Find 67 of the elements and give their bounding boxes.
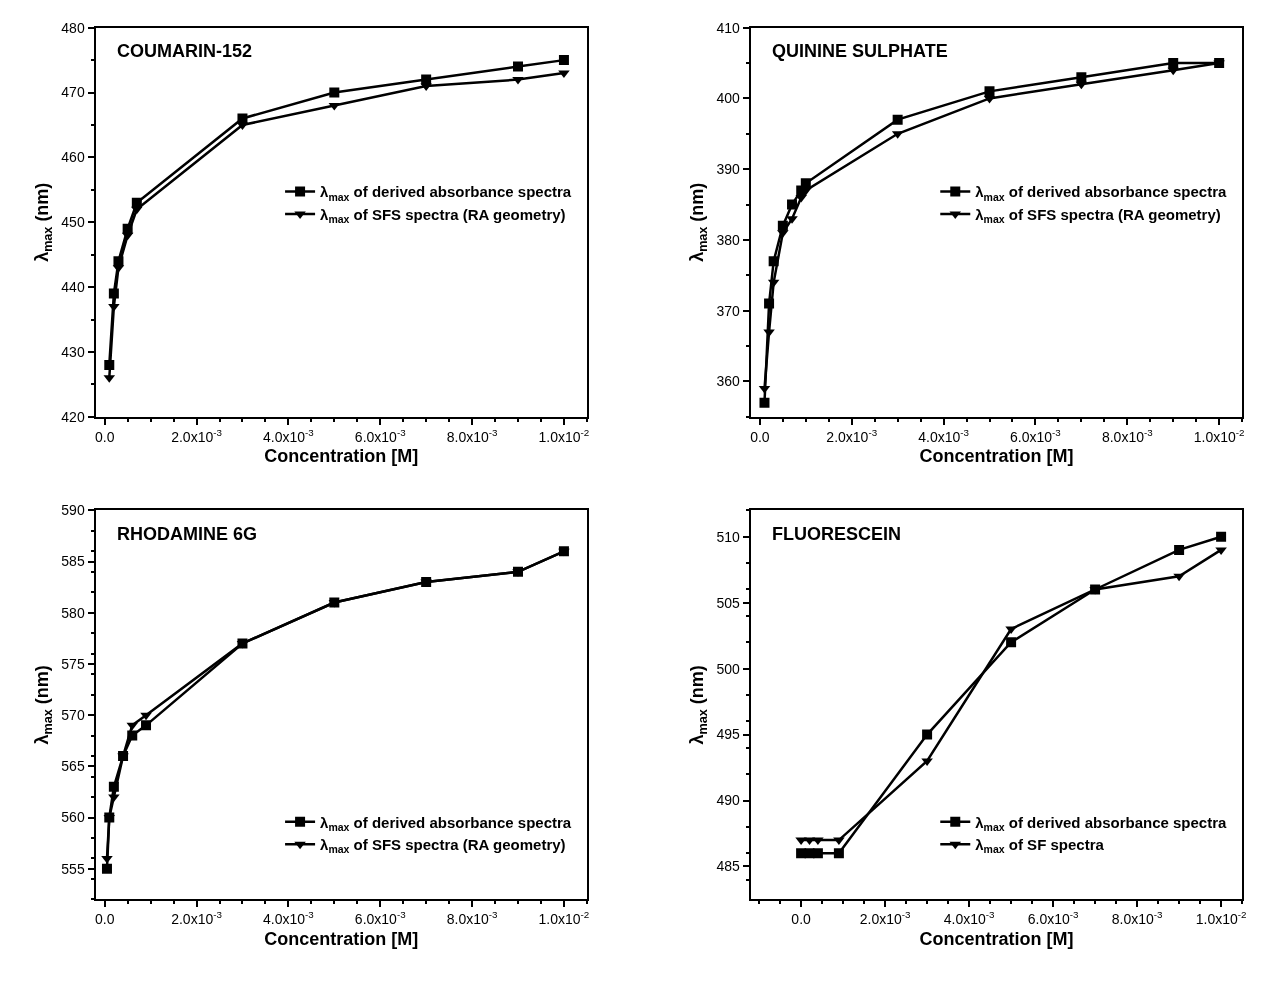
x-tick-label: 0.0 [94, 911, 115, 928]
x-tick-label: 2.0x10$^{-3}$ [171, 426, 223, 445]
x-tick-label: 6.0x10$^{-3}$ [1027, 909, 1080, 928]
y-tick-label: 570 [61, 707, 85, 724]
x-tick-label: 2.0x10$^{-3}$ [171, 909, 223, 928]
y-tick-label: 575 [61, 655, 85, 672]
x-axis-title: Concentration [M] [919, 928, 1074, 949]
y-tick-label: 360 [716, 373, 741, 390]
y-tick-label: 470 [61, 84, 85, 101]
y-tick-label: 420 [61, 408, 85, 425]
x-axis-title: Concentration [M] [264, 928, 419, 949]
y-tick-label: 480 [61, 19, 85, 36]
legend-label: λ$_{max}$ of SF spectra [975, 836, 1105, 856]
x-tick-label: 8.0x10$^{-3}$ [1101, 426, 1154, 445]
y-tick-label: 430 [61, 343, 85, 360]
x-tick-label: 6.0x10$^{-3}$ [354, 909, 407, 928]
y-tick-label: 450 [61, 214, 85, 231]
x-tick-label: 1.0x10$^{-2}$ [1195, 909, 1247, 928]
y-tick-label: 410 [716, 19, 741, 36]
x-tick-label: 0.0 [750, 428, 770, 445]
x-tick-label: 1.0x10$^{-2}$ [538, 426, 590, 445]
x-tick-label: 4.0x10$^{-3}$ [263, 426, 315, 445]
y-tick-label: 400 [716, 90, 741, 107]
x-tick-label: 2.0x10$^{-3}$ [859, 909, 912, 928]
text: QUININE SULPHATE [772, 41, 948, 61]
x-tick-label: 1.0x10$^{-2}$ [1193, 426, 1245, 445]
y-tick-label: 390 [716, 161, 741, 178]
y-tick-label: 495 [716, 726, 741, 743]
legend-label: λ$_{max}$ of SFS spectra (RA geometry) [320, 205, 566, 226]
text: COUMARIN-152 [117, 41, 253, 61]
y-tick-label: 505 [716, 594, 741, 611]
x-tick-label: 0.0 [94, 428, 115, 445]
text: FLUORESCEIN [772, 524, 902, 544]
legend-label: λ$_{max}$ of derived absorbance spectra [975, 183, 1228, 203]
y-tick-label: 585 [61, 553, 85, 570]
x-tick-label: 2.0x10$^{-3}$ [826, 426, 878, 445]
x-tick-label: 8.0x10$^{-3}$ [1111, 909, 1164, 928]
x-tick-label: 4.0x10$^{-3}$ [943, 909, 996, 928]
y-tick-label: 580 [61, 604, 85, 621]
y-tick-label: 555 [61, 860, 85, 877]
legend-label: λ$_{max}$ of derived absorbance spectra [320, 813, 572, 833]
x-tick-label: 6.0x10$^{-3}$ [354, 426, 407, 445]
y-tick-label: 380 [716, 231, 741, 248]
y-tick-label: 490 [716, 792, 741, 809]
y-tick-label: 440 [61, 278, 85, 295]
x-tick-label: 1.0x10$^{-2}$ [538, 909, 590, 928]
x-tick-label: 8.0x10$^{-3}$ [446, 909, 499, 928]
y-tick-label: 485 [716, 858, 741, 875]
text: RHODAMINE 6G [117, 524, 258, 544]
y-tick-label: 510 [716, 528, 741, 545]
y-tick-label: 565 [61, 758, 85, 775]
y-tick-label: 500 [716, 660, 741, 677]
legend-label: λ$_{max}$ of SFS spectra (RA geometry) [975, 205, 1221, 226]
x-tick-label: 6.0x10$^{-3}$ [1010, 426, 1062, 445]
legend-label: λ$_{max}$ of derived absorbance spectra [320, 183, 572, 203]
y-tick-label: 460 [61, 149, 85, 166]
x-tick-label: 0.0 [791, 911, 812, 928]
legend-label: λ$_{max}$ of SFS spectra (RA geometry) [320, 836, 566, 856]
y-tick-label: 560 [61, 809, 85, 826]
x-tick-label: 8.0x10$^{-3}$ [446, 426, 499, 445]
x-axis-title: Concentration [M] [919, 446, 1074, 467]
legend-label: λ$_{max}$ of derived absorbance spectra [975, 813, 1228, 833]
x-axis-title: Concentration [M] [264, 446, 419, 467]
x-tick-label: 4.0x10$^{-3}$ [918, 426, 970, 445]
y-tick-label: 590 [61, 502, 85, 519]
x-tick-label: 4.0x10$^{-3}$ [263, 909, 315, 928]
y-tick-label: 370 [716, 302, 741, 319]
